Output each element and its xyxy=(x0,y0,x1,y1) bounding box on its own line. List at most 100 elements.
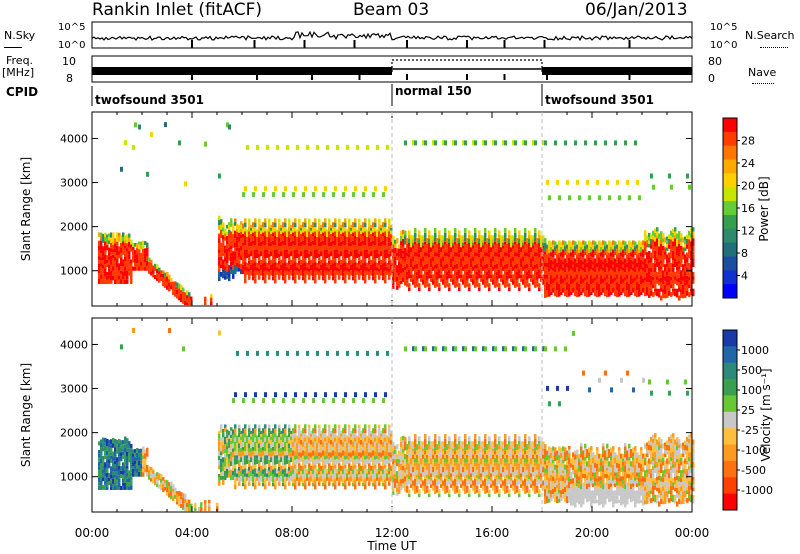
data-cell xyxy=(132,255,135,259)
data-cell xyxy=(368,226,371,232)
data-cell xyxy=(274,270,277,274)
data-cell xyxy=(278,237,281,243)
data-cell xyxy=(448,262,451,266)
data-cell xyxy=(546,282,549,286)
data-cell xyxy=(648,259,651,264)
data-cell xyxy=(328,474,331,478)
data-cell xyxy=(146,266,149,271)
data-cell xyxy=(480,274,483,279)
data-cell xyxy=(638,283,641,288)
data-cell xyxy=(584,140,587,146)
data-cell xyxy=(122,466,125,471)
data-cell xyxy=(426,243,429,249)
data-cell xyxy=(560,291,563,295)
data-cell xyxy=(280,436,283,440)
data-cell xyxy=(670,262,673,268)
data-cell xyxy=(382,249,385,255)
data-cell xyxy=(388,260,391,265)
data-cell xyxy=(250,241,253,247)
data-cell xyxy=(546,244,549,249)
data-cell xyxy=(522,235,525,240)
data-cell xyxy=(666,240,669,244)
data-cell xyxy=(430,278,433,282)
data-cell xyxy=(646,255,649,260)
data-cell xyxy=(322,192,325,198)
data-cell xyxy=(362,259,365,264)
data-cell xyxy=(122,266,125,272)
data-cell xyxy=(428,283,431,288)
data-cell xyxy=(140,261,143,266)
data-cell xyxy=(532,242,535,246)
data-cell xyxy=(610,246,613,253)
data-cell xyxy=(248,260,251,265)
data-cell xyxy=(466,264,469,269)
data-cell xyxy=(504,244,507,249)
data-cell xyxy=(184,297,187,301)
data-cell xyxy=(228,247,231,252)
data-cell xyxy=(230,231,233,236)
data-cell xyxy=(334,433,337,438)
data-cell xyxy=(382,259,385,264)
data-cell xyxy=(282,433,285,439)
data-cell xyxy=(408,257,411,263)
data-cell xyxy=(558,287,561,293)
data-cell xyxy=(470,243,473,248)
data-cell xyxy=(252,276,255,281)
data-cell xyxy=(560,264,563,269)
data-cell xyxy=(306,144,309,150)
data-cell xyxy=(428,242,431,247)
data-cell xyxy=(232,448,235,452)
data-cell xyxy=(308,242,311,247)
data-cell xyxy=(286,252,289,258)
data-cell xyxy=(354,437,357,442)
data-cell xyxy=(240,447,243,453)
data-cell xyxy=(556,254,559,260)
data-cell xyxy=(280,270,283,276)
data-cell xyxy=(280,447,283,453)
data-cell xyxy=(680,292,683,298)
data-cell xyxy=(632,264,635,268)
data-cell xyxy=(294,428,297,434)
data-cell xyxy=(318,271,321,277)
data-cell xyxy=(454,264,457,269)
data-cell xyxy=(190,503,193,507)
data-cell xyxy=(290,227,293,231)
data-cell xyxy=(252,192,255,198)
data-cell xyxy=(134,250,137,255)
data-cell xyxy=(646,240,649,244)
data-cell xyxy=(376,270,379,275)
data-cell xyxy=(406,240,409,244)
data-cell xyxy=(100,236,103,241)
data-cell xyxy=(332,428,335,434)
data-cell xyxy=(246,233,249,237)
data-cell xyxy=(378,222,381,227)
data-cell xyxy=(250,227,253,231)
data-cell xyxy=(302,442,305,447)
data-cell xyxy=(218,451,221,456)
data-cell xyxy=(606,274,609,279)
data-cell xyxy=(232,265,235,270)
data-cell xyxy=(244,235,247,240)
data-cell xyxy=(454,259,457,265)
data-cell xyxy=(528,249,531,254)
data-cell xyxy=(544,140,547,146)
data-cell xyxy=(400,260,403,265)
data-cell xyxy=(330,251,333,257)
data-cell xyxy=(284,441,287,446)
data-cell xyxy=(440,252,443,256)
data-cell xyxy=(272,263,275,268)
data-cell xyxy=(314,441,317,446)
data-cell xyxy=(634,277,637,281)
data-cell xyxy=(274,464,277,469)
data-cell xyxy=(354,218,357,223)
data-cell xyxy=(628,261,631,265)
data-cell xyxy=(460,255,463,259)
data-cell xyxy=(146,260,149,266)
data-cell xyxy=(282,442,285,447)
data-cell xyxy=(368,234,371,238)
data-cell xyxy=(118,452,121,457)
data-cell xyxy=(434,284,437,288)
data-cell xyxy=(356,473,359,477)
data-cell xyxy=(124,479,127,483)
data-cell xyxy=(178,140,181,146)
